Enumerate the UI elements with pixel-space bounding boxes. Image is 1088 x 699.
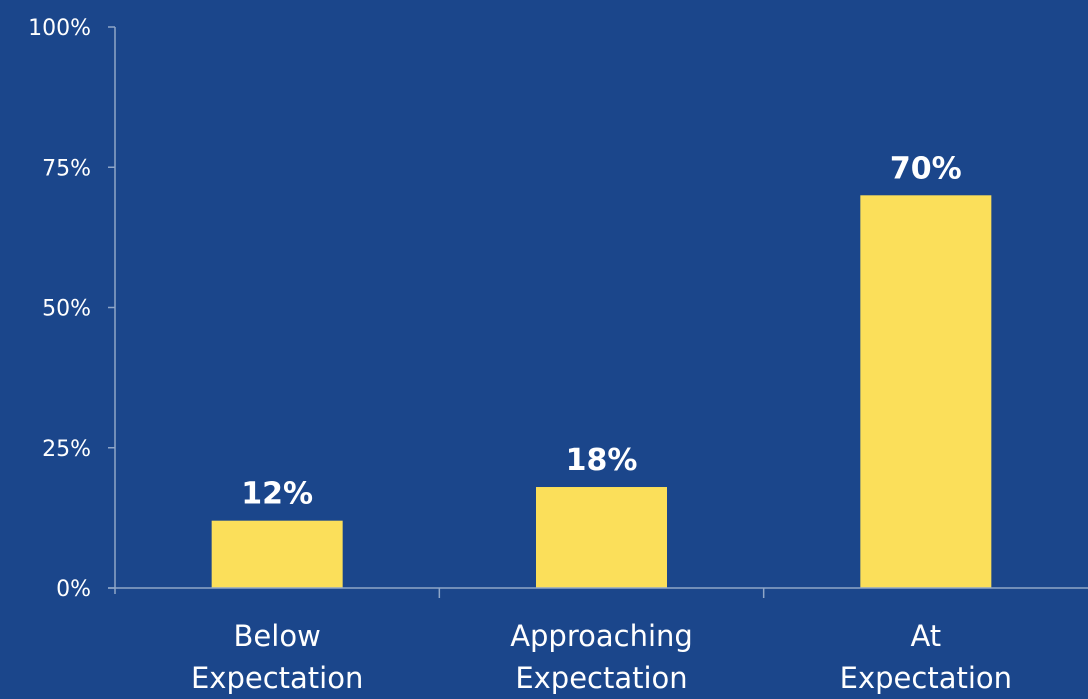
data-label: 70% bbox=[890, 151, 962, 186]
data-label: 18% bbox=[566, 443, 638, 478]
y-tick-label: 0% bbox=[56, 577, 91, 602]
x-category-label: Expectation bbox=[515, 661, 687, 695]
x-category-label: Expectation bbox=[840, 661, 1012, 695]
bar bbox=[536, 487, 667, 588]
x-category-label: Expectation bbox=[191, 661, 363, 695]
y-tick-label: 25% bbox=[42, 437, 91, 462]
x-category-label: Approaching bbox=[510, 619, 693, 653]
y-tick-label: 50% bbox=[42, 297, 91, 322]
x-category-label: Below bbox=[234, 619, 321, 653]
x-axis: Below Expectation Approaching Expectation At… bbox=[108, 587, 1088, 695]
y-axis: 0% 25% 50% 75% 100% bbox=[28, 16, 116, 602]
y-tick-label: 75% bbox=[42, 156, 91, 181]
bar bbox=[860, 195, 992, 589]
data-label: 12% bbox=[241, 477, 313, 512]
y-tick-label: 100% bbox=[28, 16, 91, 41]
x-category-label: At bbox=[910, 619, 941, 653]
bar bbox=[211, 520, 343, 588]
bar-series bbox=[211, 195, 992, 589]
data-labels: 12% 18% 70% bbox=[241, 151, 961, 511]
